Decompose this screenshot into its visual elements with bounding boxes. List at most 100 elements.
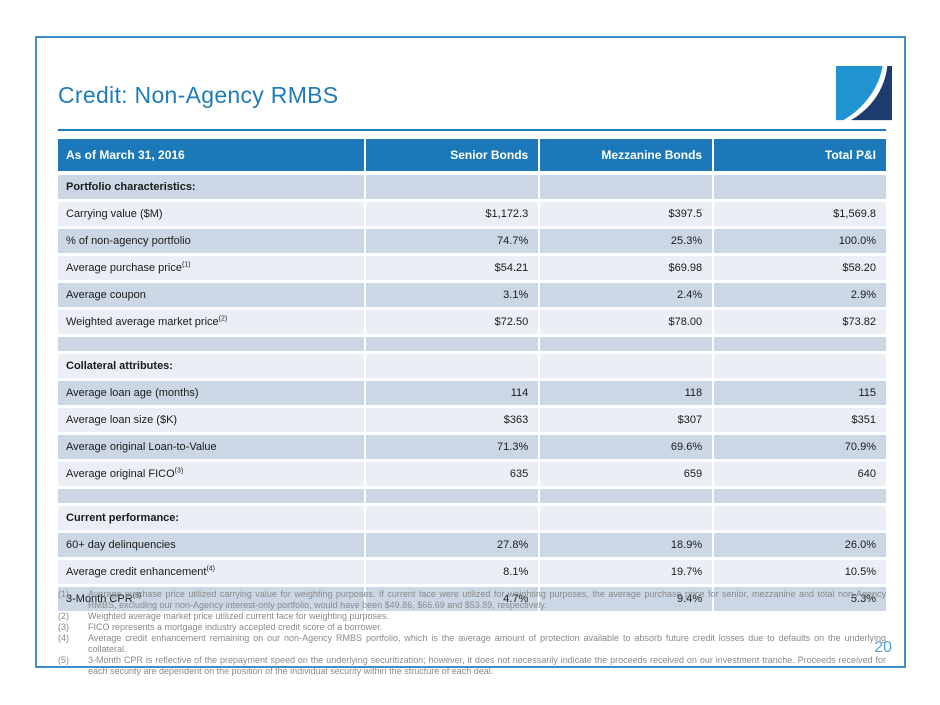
cell-value xyxy=(364,337,539,354)
row-label: % of non-agency portfolio xyxy=(58,229,365,256)
cell-value xyxy=(712,337,886,354)
cell-value: 10.5% xyxy=(712,560,886,587)
cell-value: 114 xyxy=(364,381,539,408)
cell-value: 100.0% xyxy=(712,229,886,256)
spacer-row xyxy=(58,337,886,354)
cell-value: $307 xyxy=(538,408,713,435)
cell-value xyxy=(712,506,886,533)
company-logo-icon xyxy=(836,66,892,121)
cell-value: 74.7% xyxy=(364,229,539,256)
cell-value: $397.5 xyxy=(538,202,713,229)
cell-value: 9.4% xyxy=(538,587,713,614)
table-row: Average original FICO(3) 635 659 640 xyxy=(58,462,886,489)
table-row: Average coupon 3.1% 2.4% 2.9% xyxy=(58,283,886,310)
cell-value xyxy=(538,337,713,354)
cell-value: 4.7% xyxy=(364,587,539,614)
table-row: 60+ day delinquencies 27.8% 18.9% 26.0% xyxy=(58,533,886,560)
table-header-asof: As of March 31, 2016 xyxy=(58,139,365,175)
footnote: (3) FICO represents a mortgage industry a… xyxy=(58,622,886,633)
row-label xyxy=(58,489,365,506)
row-label: Average purchase price(1) xyxy=(58,256,365,283)
table-header-row: As of March 31, 2016 Senior Bonds Mezzan… xyxy=(58,139,886,175)
cell-value xyxy=(538,489,713,506)
table-row: Carrying value ($M) $1,172.3 $397.5 $1,569.… xyxy=(58,202,886,229)
cell-value xyxy=(364,506,539,533)
cell-value: 3.1% xyxy=(364,283,539,310)
section-label: Portfolio characteristics: xyxy=(58,175,365,202)
cell-value: 2.4% xyxy=(538,283,713,310)
footnote-number: (5) xyxy=(58,655,69,665)
row-label: 3-Month CPR(5) xyxy=(58,587,365,614)
cell-value: 8.1% xyxy=(364,560,539,587)
row-label: Average original FICO(3) xyxy=(58,462,365,489)
cell-value: 118 xyxy=(538,381,713,408)
footnote-number: (2) xyxy=(58,611,69,621)
footnote-text: FICO represents a mortgage industry acce… xyxy=(88,622,383,632)
cell-value: 25.3% xyxy=(538,229,713,256)
cell-value: 26.0% xyxy=(712,533,886,560)
row-label: Weighted average market price(2) xyxy=(58,310,365,337)
cell-value xyxy=(538,354,713,381)
cell-value: 70.9% xyxy=(712,435,886,462)
cell-value: $351 xyxy=(712,408,886,435)
row-label: 60+ day delinquencies xyxy=(58,533,365,560)
cell-value: 2.9% xyxy=(712,283,886,310)
footnote-text: Weighted average market price utilized c… xyxy=(88,611,389,621)
section-label: Collateral attributes: xyxy=(58,354,365,381)
footnote: (5) 3-Month CPR is reflective of the prep… xyxy=(58,655,886,677)
row-label xyxy=(58,337,365,354)
cell-value xyxy=(712,489,886,506)
spacer-row xyxy=(58,489,886,506)
table-body: Portfolio characteristics: Carrying value… xyxy=(58,175,886,614)
table-row: % of non-agency portfolio 74.7% 25.3% 100.0… xyxy=(58,229,886,256)
cell-value: $78.00 xyxy=(538,310,713,337)
cell-value xyxy=(538,506,713,533)
cell-value xyxy=(712,354,886,381)
section-row: Collateral attributes: xyxy=(58,354,886,381)
footnote: (2) Weighted average market price utilize… xyxy=(58,611,886,622)
footnote-text: Average credit enhancement remaining on … xyxy=(88,633,886,654)
table-header-senior-bonds: Senior Bonds xyxy=(364,139,539,175)
cell-value xyxy=(364,175,539,202)
table-row: Average credit enhancement(4) 8.1% 19.7% 10… xyxy=(58,560,886,587)
table-header-total-pi: Total P&I xyxy=(712,139,886,175)
footnotes: (1) Average purchase price utilized carry… xyxy=(58,589,886,677)
section-row: Current performance: xyxy=(58,506,886,533)
page-number: 20 xyxy=(874,639,892,656)
row-label: Average loan size ($K) xyxy=(58,408,365,435)
cell-value: 659 xyxy=(538,462,713,489)
cell-value: $58.20 xyxy=(712,256,886,283)
cell-value: 115 xyxy=(712,381,886,408)
footnote-number: (1) xyxy=(58,589,69,599)
cell-value: 640 xyxy=(712,462,886,489)
cell-value xyxy=(364,489,539,506)
cell-value xyxy=(712,175,886,202)
table-row: Average loan age (months) 114 118 115 xyxy=(58,381,886,408)
table-row: Average purchase price(1) $54.21 $69.98 $58… xyxy=(58,256,886,283)
table-row: Average original Loan-to-Value 71.3% 69.6%… xyxy=(58,435,886,462)
table-row: Average loan size ($K) $363 $307 $351 xyxy=(58,408,886,435)
title-rule xyxy=(58,129,886,131)
cell-value: 27.8% xyxy=(364,533,539,560)
cell-value: $73.82 xyxy=(712,310,886,337)
cell-value: $72.50 xyxy=(364,310,539,337)
cell-value: $69.98 xyxy=(538,256,713,283)
table-row: 3-Month CPR(5) 4.7% 9.4% 5.3% xyxy=(58,587,886,614)
footnote: (1) Average purchase price utilized carry… xyxy=(58,589,886,611)
cell-value xyxy=(364,354,539,381)
cell-value: 635 xyxy=(364,462,539,489)
footnote: (4) Average credit enhancement remaining … xyxy=(58,633,886,655)
cell-value: 5.3% xyxy=(712,587,886,614)
cell-value: 19.7% xyxy=(538,560,713,587)
table-header-mezzanine-bonds: Mezzanine Bonds xyxy=(538,139,713,175)
row-label: Average original Loan-to-Value xyxy=(58,435,365,462)
page-title: Credit: Non-Agency RMBS xyxy=(58,82,339,108)
row-label: Carrying value ($M) xyxy=(58,202,365,229)
footnote-text: Average purchase price utilized carrying… xyxy=(88,589,886,610)
section-row: Portfolio characteristics: xyxy=(58,175,886,202)
footnote-number: (3) xyxy=(58,622,69,632)
cell-value: 71.3% xyxy=(364,435,539,462)
section-label: Current performance: xyxy=(58,506,365,533)
cell-value: 18.9% xyxy=(538,533,713,560)
